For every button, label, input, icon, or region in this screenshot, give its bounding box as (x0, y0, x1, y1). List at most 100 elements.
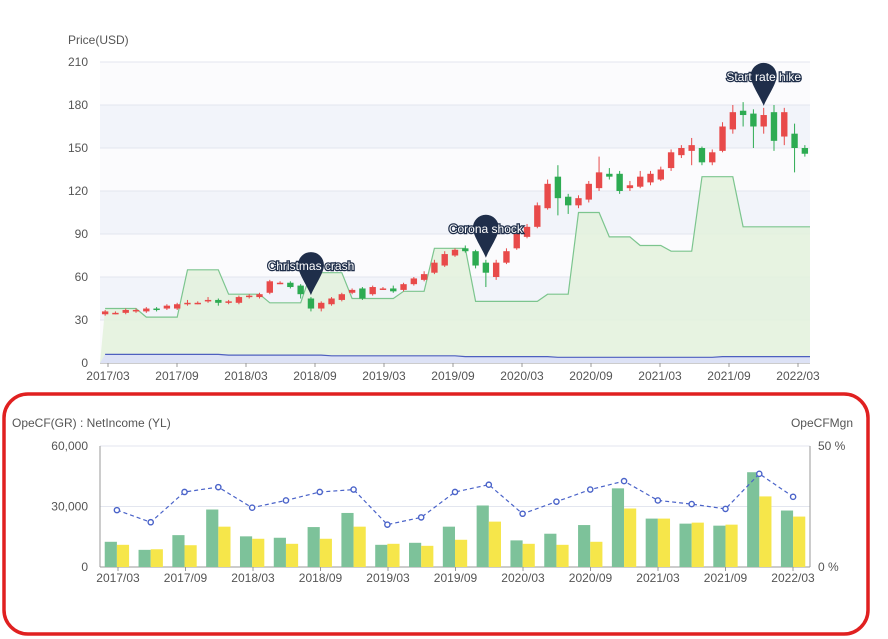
margin-point (384, 521, 391, 528)
netincome-bar (624, 508, 637, 567)
candle-body (235, 297, 243, 303)
candle (585, 180, 592, 203)
candle (503, 248, 510, 265)
candle-body (534, 205, 541, 227)
candle-body (431, 262, 438, 273)
cashflow-right-tick-label: 0 % (818, 560, 839, 574)
cashflow-bars (104, 472, 806, 567)
candle (276, 281, 284, 285)
valuation-band-area (100, 176, 810, 363)
candle (637, 170, 644, 189)
margin-point (417, 514, 425, 521)
cashflow-bar-group (239, 536, 265, 567)
candle-body (544, 183, 551, 209)
candle (739, 102, 747, 127)
price-x-tick-labels: 2017/03 2017/09 2018/03 2018/09 2019/03 2019/… (86, 363, 820, 383)
candle (595, 156, 603, 191)
margin-point (654, 497, 662, 504)
candle (451, 248, 459, 257)
price-x-tick-label: 2021/09 (707, 369, 751, 383)
candle (606, 168, 613, 180)
opecf-bar (713, 525, 726, 567)
cashflow-x-tick-label: 2018/09 (299, 571, 343, 585)
candle-body (688, 145, 695, 151)
cashflow-chart: OpeCF(GR) : NetIncome (YL) OpeCFMgn 60,0… (2, 392, 870, 636)
cashflow-left-axis-label: OpeCF(GR) : NetIncome (YL) (12, 416, 171, 430)
cashflow-x-tick-label: 2017/09 (164, 571, 208, 585)
candle-body (338, 294, 346, 300)
cashflow-right-axis-label: OpeCFMgn (791, 416, 853, 430)
cashflow-bar-group (578, 525, 603, 567)
candle-body (297, 285, 304, 295)
candle-body (359, 288, 366, 299)
cashflow-x-tick-label: 2021/09 (704, 571, 748, 585)
candle-body (781, 112, 788, 137)
candle (770, 105, 778, 151)
candle-body (575, 198, 582, 206)
candle-body (647, 173, 654, 183)
candle-body (369, 287, 376, 295)
margin-point (553, 498, 560, 505)
candle-body (719, 126, 726, 151)
opecf-bar (747, 472, 760, 567)
netincome-bar (556, 544, 569, 567)
candle (143, 307, 150, 313)
margin-line-path (116, 473, 794, 526)
price-x-tick-label: 2020/09 (569, 369, 613, 383)
price-x-tick-label: 2019/03 (362, 369, 406, 383)
candle-body (194, 302, 201, 305)
candle-body (698, 148, 706, 163)
candle (523, 223, 531, 239)
margin-point (688, 500, 695, 508)
candle (801, 145, 809, 157)
price-y-tick-label: 180 (68, 98, 88, 112)
opecf-bar (578, 525, 591, 567)
candle-body (729, 112, 737, 130)
cashflow-x-tick-label: 2018/03 (231, 571, 275, 585)
bottom-band (100, 353, 810, 363)
cashflow-x-tick-label: 2020/09 (569, 571, 613, 585)
candle-body (246, 295, 253, 298)
price-y-tick-label: 60 (75, 270, 89, 284)
margin-point (282, 497, 290, 504)
margin-point (147, 518, 155, 526)
candle-body (667, 152, 675, 169)
opecf-bar (172, 535, 185, 567)
candle (184, 299, 191, 306)
candlesticks (101, 102, 809, 316)
candle (132, 308, 140, 313)
candle (338, 292, 346, 302)
candle (246, 294, 253, 299)
candle (379, 287, 387, 290)
candle-body (482, 262, 490, 273)
cashflow-x-tick-label: 2020/03 (501, 571, 545, 585)
candle-body (791, 133, 798, 148)
margin-line (113, 470, 797, 528)
candle-body (410, 278, 418, 285)
opecf-bar (138, 549, 151, 567)
cashflow-left-tick-label: 30,000 (51, 500, 88, 514)
cashflow-left-tick-label: 60,000 (51, 439, 88, 453)
event-annotations: Christmas crash Corona shock Start rate hi… (266, 62, 803, 296)
cashflow-bar-group (476, 505, 501, 567)
candle (564, 193, 572, 214)
candle (534, 202, 541, 229)
margin-point (316, 488, 324, 496)
margin-point (485, 481, 493, 489)
candle-body (132, 309, 140, 312)
cashflow-bar-group (104, 541, 130, 567)
candle (256, 292, 263, 299)
candle-body (472, 251, 479, 266)
candle (348, 288, 356, 295)
cashflow-bar-group (713, 524, 738, 567)
price-x-tick-label: 2018/03 (224, 369, 268, 383)
candle (575, 195, 582, 209)
candle (112, 311, 119, 315)
cashflow-x-tick-label: 2017/03 (96, 571, 140, 585)
candle (492, 259, 500, 280)
cashflow-bar-group (645, 518, 671, 567)
candle (101, 309, 109, 316)
price-y-tick-labels: 210 180 150 120 90 60 30 0 (68, 55, 88, 370)
event-pin-marker (472, 214, 499, 258)
candle (544, 179, 551, 210)
